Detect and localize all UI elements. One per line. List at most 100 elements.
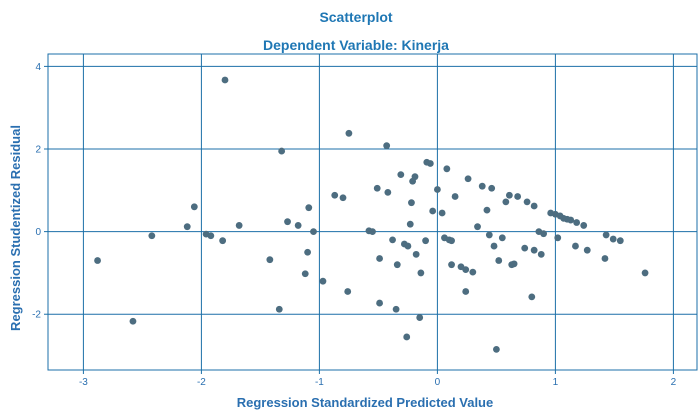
data-point: [426, 160, 434, 167]
data-point: [462, 288, 470, 295]
data-points: [94, 76, 649, 353]
data-point: [411, 173, 419, 181]
data-point: [397, 171, 405, 179]
data-point: [495, 257, 503, 264]
y-tick-label: 2: [35, 145, 41, 156]
data-point: [464, 175, 472, 183]
data-point: [448, 261, 455, 269]
data-point: [601, 255, 609, 262]
x-tick-label: 2: [671, 377, 677, 388]
data-point: [275, 305, 283, 313]
data-point: [310, 228, 317, 236]
data-point: [602, 231, 610, 239]
data-point: [392, 305, 400, 313]
data-point: [373, 184, 381, 192]
data-point: [417, 269, 425, 277]
data-point: [331, 191, 339, 199]
data-point: [235, 222, 243, 229]
data-point: [301, 270, 309, 278]
data-point: [469, 268, 477, 276]
data-point: [219, 237, 227, 245]
data-point: [583, 246, 591, 254]
data-point: [403, 333, 411, 341]
data-point: [183, 223, 191, 231]
data-point: [616, 237, 624, 245]
data-point: [523, 198, 531, 206]
data-point: [451, 193, 459, 200]
data-point: [488, 184, 496, 192]
plot-area-frame: [47, 53, 698, 371]
data-point: [514, 193, 522, 200]
data-point: [498, 234, 506, 242]
x-tick-label: -3: [79, 377, 88, 388]
data-point: [641, 269, 649, 277]
data-point: [490, 242, 498, 250]
data-point: [369, 228, 376, 236]
data-point: [485, 231, 493, 239]
data-point: [284, 218, 291, 226]
data-point: [580, 222, 588, 229]
data-point: [376, 255, 383, 262]
x-axis-ticks: -3 -2 -1 0 1 2: [79, 370, 677, 388]
data-point: [148, 232, 156, 240]
data-point: [384, 188, 392, 196]
data-point: [221, 76, 229, 84]
data-point: [443, 165, 451, 173]
y-tick-label: 0: [35, 227, 41, 238]
data-point: [528, 293, 536, 301]
data-point: [505, 191, 513, 199]
data-point: [404, 242, 412, 250]
grid-lines: [48, 54, 697, 370]
x-axis-label: Regression Standardized Predicted Value: [237, 395, 493, 410]
chart-subtitle: Dependent Variable: Kinerja: [263, 37, 449, 53]
x-tick-label: 0: [435, 377, 441, 388]
data-point: [305, 204, 313, 212]
data-point: [345, 129, 353, 137]
data-point: [422, 237, 429, 245]
data-point: [94, 257, 101, 264]
data-point: [510, 260, 518, 268]
data-point: [376, 299, 383, 307]
data-point: [190, 203, 198, 211]
data-point: [393, 261, 401, 269]
data-point: [530, 246, 538, 254]
data-point: [408, 199, 415, 207]
data-point: [266, 256, 274, 264]
data-point: [537, 250, 545, 258]
data-point: [344, 288, 352, 295]
data-point: [478, 182, 486, 190]
data-point: [554, 234, 562, 242]
data-point: [462, 266, 470, 274]
data-point: [572, 242, 579, 250]
data-point: [278, 147, 286, 155]
data-point: [207, 232, 215, 240]
x-tick-label: -1: [315, 377, 324, 388]
data-point: [609, 235, 617, 243]
data-point: [339, 194, 347, 202]
data-point: [129, 317, 137, 325]
data-point: [493, 345, 500, 353]
data-point: [567, 216, 575, 224]
data-point: [319, 277, 327, 285]
data-point: [438, 209, 446, 217]
data-point: [483, 206, 491, 214]
chart-title: Scatterplot: [319, 9, 392, 25]
data-point: [434, 186, 441, 193]
data-point: [429, 207, 437, 215]
data-point: [389, 236, 396, 244]
data-point: [573, 219, 581, 226]
x-tick-label: -2: [197, 377, 206, 388]
y-axis-label: Regression Studentized Residual: [8, 125, 23, 331]
x-tick-label: 1: [553, 377, 559, 388]
data-point: [530, 202, 538, 210]
data-point: [448, 237, 455, 245]
data-point: [502, 198, 510, 206]
y-tick-label: -2: [32, 310, 41, 321]
data-point: [416, 314, 424, 321]
data-point: [304, 248, 311, 256]
y-axis-ticks: -2 0 2 4: [32, 62, 48, 321]
data-point: [412, 250, 420, 258]
data-point: [474, 223, 481, 231]
data-point: [406, 220, 414, 228]
